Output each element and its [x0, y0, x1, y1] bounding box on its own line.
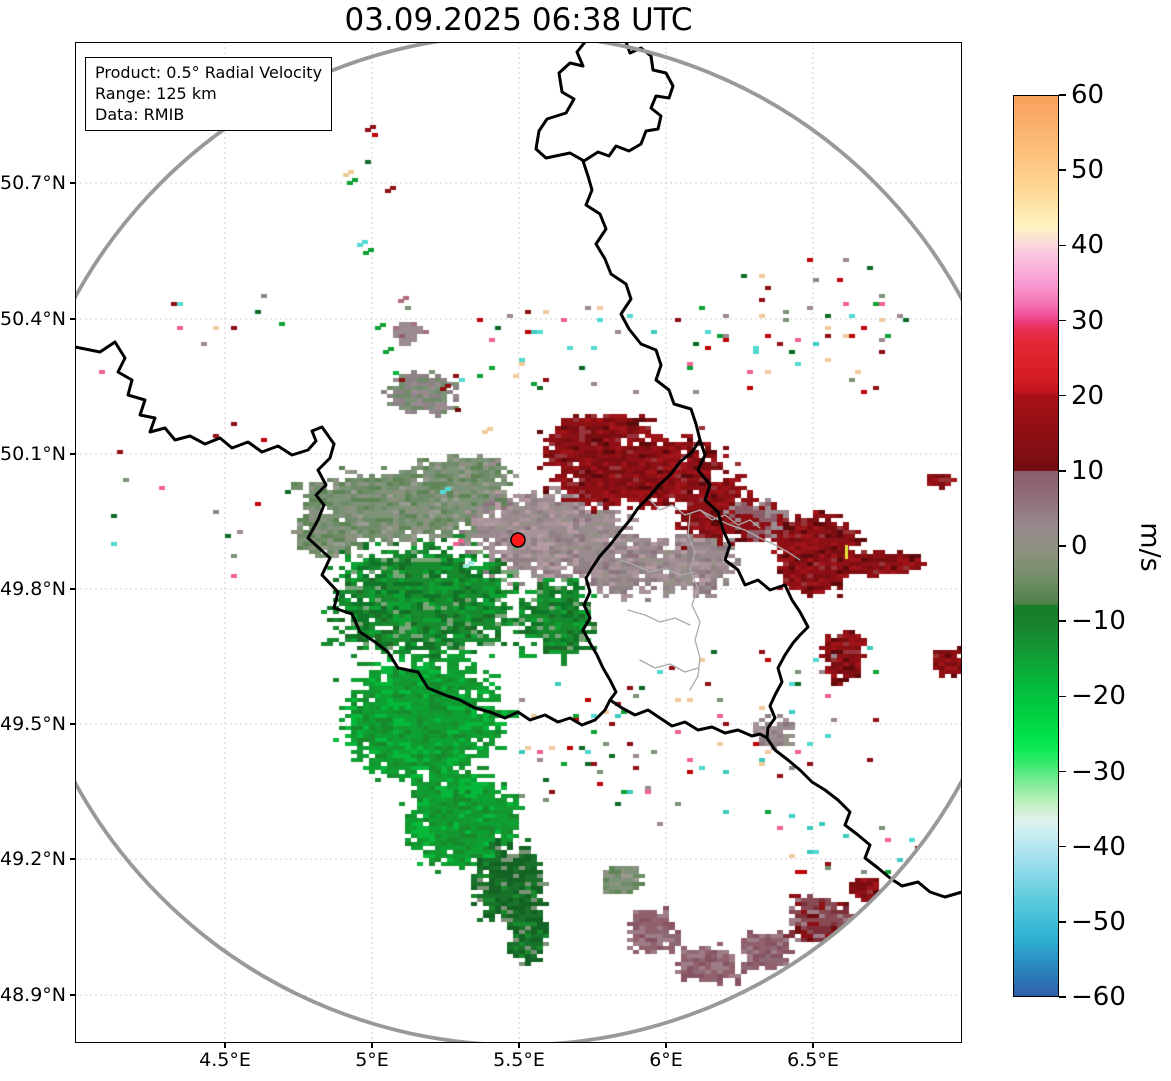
x-axis-tick	[371, 1043, 373, 1048]
colorbar-tick	[1059, 845, 1066, 848]
velocity-colorbar	[1013, 95, 1059, 997]
colorbar-tick	[1059, 996, 1066, 998]
admin-boundary-gray	[619, 559, 696, 576]
admin-boundary-gray	[699, 509, 801, 561]
colorbar-tick	[1059, 770, 1066, 773]
colorbar-tick-label: −10	[1071, 606, 1126, 637]
y-axis-tick	[70, 318, 75, 320]
x-axis-tick-label: 5.5°E	[493, 1049, 545, 1071]
colorbar-unit-label: m/s	[1134, 522, 1166, 572]
y-axis-tick-label: 50.7°N	[0, 172, 67, 194]
country-border	[534, 42, 675, 163]
country-border	[75, 340, 336, 457]
colorbar-tick-label: 30	[1071, 305, 1105, 336]
y-axis-tick	[70, 588, 75, 590]
colorbar-tick	[1059, 921, 1066, 923]
colorbar-tick	[1059, 545, 1066, 547]
y-axis-tick	[70, 182, 75, 184]
country-border	[696, 438, 810, 740]
colorbar-tick-label: −20	[1071, 681, 1126, 712]
country-border	[608, 698, 769, 740]
map-overlay-layer	[75, 42, 962, 1043]
y-axis-tick	[70, 994, 75, 996]
y-axis-tick	[70, 858, 75, 860]
admin-boundary-gray	[647, 497, 761, 529]
colorbar-tick-label: 40	[1071, 230, 1105, 261]
y-axis-tick-label: 50.4°N	[0, 308, 67, 330]
colorbar-tick	[1059, 695, 1066, 698]
colorbar-tick-label: −50	[1071, 906, 1126, 937]
colorbar-tick-label: 60	[1071, 80, 1105, 110]
x-axis-tick	[224, 1043, 226, 1048]
y-axis-tick	[70, 723, 75, 725]
colorbar-tick	[1059, 244, 1066, 247]
colorbar-tick	[1059, 394, 1066, 397]
colorbar-tick-label: 10	[1071, 455, 1105, 486]
x-axis-tick-label: 6°E	[649, 1049, 683, 1071]
range-info-line: Range: 125 km	[95, 84, 217, 104]
colorbar-tick	[1059, 319, 1066, 322]
admin-boundary-gray	[627, 609, 691, 626]
country-border	[306, 442, 612, 727]
y-axis-tick-label: 48.9°N	[0, 984, 67, 1006]
colorbar-tick-label: 50	[1071, 155, 1105, 186]
colorbar-tick	[1059, 470, 1066, 472]
y-axis-tick-label: 49.5°N	[0, 713, 67, 735]
x-axis-tick-label: 5°E	[355, 1049, 389, 1071]
data-source-line: Data: RMIB	[95, 105, 185, 125]
product-info-line: Product: 0.5° Radial Velocity	[95, 63, 323, 82]
colorbar-tick	[1059, 169, 1066, 171]
country-border	[581, 159, 702, 442]
y-axis-tick-label: 49.8°N	[0, 578, 67, 600]
country-border	[765, 736, 962, 899]
colorbar-tick-label: −60	[1071, 982, 1126, 1012]
plot-title: 03.09.2025 06:38 UTC	[344, 2, 693, 38]
x-axis-tick-label: 6.5°E	[787, 1049, 839, 1071]
colorbar-tick	[1059, 620, 1066, 622]
y-axis-tick-label: 50.1°N	[0, 443, 67, 465]
admin-boundary-gray	[687, 514, 701, 691]
x-axis-tick	[812, 1043, 814, 1048]
colorbar-tick-label: 0	[1071, 531, 1088, 561]
x-axis-tick-label: 4.5°E	[199, 1049, 251, 1071]
colorbar-tick	[1059, 94, 1066, 96]
colorbar-tick-label: 20	[1071, 380, 1105, 411]
radar-site-marker	[510, 532, 526, 548]
colorbar-tick-label: −40	[1071, 831, 1126, 862]
y-axis-tick-label: 49.2°N	[0, 848, 67, 870]
colorbar-tick-label: −30	[1071, 756, 1126, 787]
country-border	[581, 438, 702, 702]
x-axis-tick	[665, 1043, 667, 1048]
admin-boundary-gray	[639, 659, 699, 673]
y-axis-tick	[70, 453, 75, 455]
x-axis-tick	[518, 1043, 520, 1048]
product-info-box: Product: 0.5° Radial Velocity Range: 125…	[85, 57, 333, 132]
